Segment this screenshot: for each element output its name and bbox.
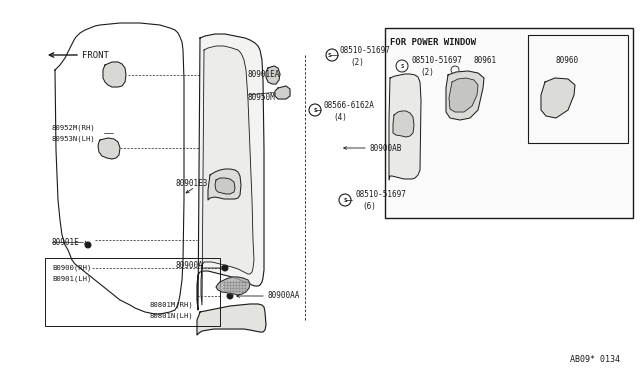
Polygon shape <box>449 78 478 112</box>
Polygon shape <box>275 86 290 99</box>
Text: 80900AB: 80900AB <box>370 144 403 153</box>
Text: B0901(LH): B0901(LH) <box>52 276 92 282</box>
Polygon shape <box>216 277 250 295</box>
Polygon shape <box>266 66 280 84</box>
Text: 08510-51697: 08510-51697 <box>412 55 463 64</box>
Text: FOR POWER WINDOW: FOR POWER WINDOW <box>390 38 476 46</box>
Text: AB09* 0134: AB09* 0134 <box>570 356 620 365</box>
Polygon shape <box>98 138 120 159</box>
Bar <box>528 35 628 143</box>
Polygon shape <box>201 46 254 305</box>
Text: 80901EA: 80901EA <box>248 70 280 78</box>
Text: (4): (4) <box>333 112 347 122</box>
Circle shape <box>222 265 228 271</box>
Text: FRONT: FRONT <box>82 51 109 60</box>
Text: 80901E: 80901E <box>52 237 80 247</box>
Text: 08566-6162A: 08566-6162A <box>323 100 374 109</box>
Text: 80953N(LH): 80953N(LH) <box>52 136 96 142</box>
Text: B0900(RH): B0900(RH) <box>52 265 92 271</box>
Polygon shape <box>197 34 264 310</box>
Text: 08510-51697: 08510-51697 <box>340 45 391 55</box>
Polygon shape <box>215 178 235 194</box>
Polygon shape <box>446 71 484 120</box>
Text: 80900AA: 80900AA <box>268 291 300 299</box>
Text: S: S <box>328 52 332 58</box>
Polygon shape <box>208 169 241 200</box>
Text: S: S <box>401 64 404 68</box>
Bar <box>385 28 633 218</box>
Polygon shape <box>389 74 421 180</box>
Text: 80801N(LH): 80801N(LH) <box>150 313 194 319</box>
Text: 80801M(RH): 80801M(RH) <box>150 302 194 308</box>
Text: 08510-51697: 08510-51697 <box>355 189 406 199</box>
Polygon shape <box>393 111 414 137</box>
Text: 80900A: 80900A <box>175 260 203 269</box>
Text: 80960: 80960 <box>556 55 579 64</box>
Text: S: S <box>343 198 347 202</box>
Text: 80950M: 80950M <box>248 93 276 102</box>
Text: S: S <box>313 108 317 112</box>
Polygon shape <box>541 78 575 118</box>
Bar <box>45 258 220 326</box>
Text: (2): (2) <box>350 58 364 67</box>
Polygon shape <box>197 304 266 335</box>
Text: 80952M(RH): 80952M(RH) <box>52 125 96 131</box>
Circle shape <box>227 293 233 299</box>
Circle shape <box>85 242 91 248</box>
Text: (2): (2) <box>420 67 434 77</box>
Text: 80901E3: 80901E3 <box>175 179 207 187</box>
Polygon shape <box>103 62 126 87</box>
Text: 80961: 80961 <box>473 55 496 64</box>
Text: (6): (6) <box>362 202 376 211</box>
